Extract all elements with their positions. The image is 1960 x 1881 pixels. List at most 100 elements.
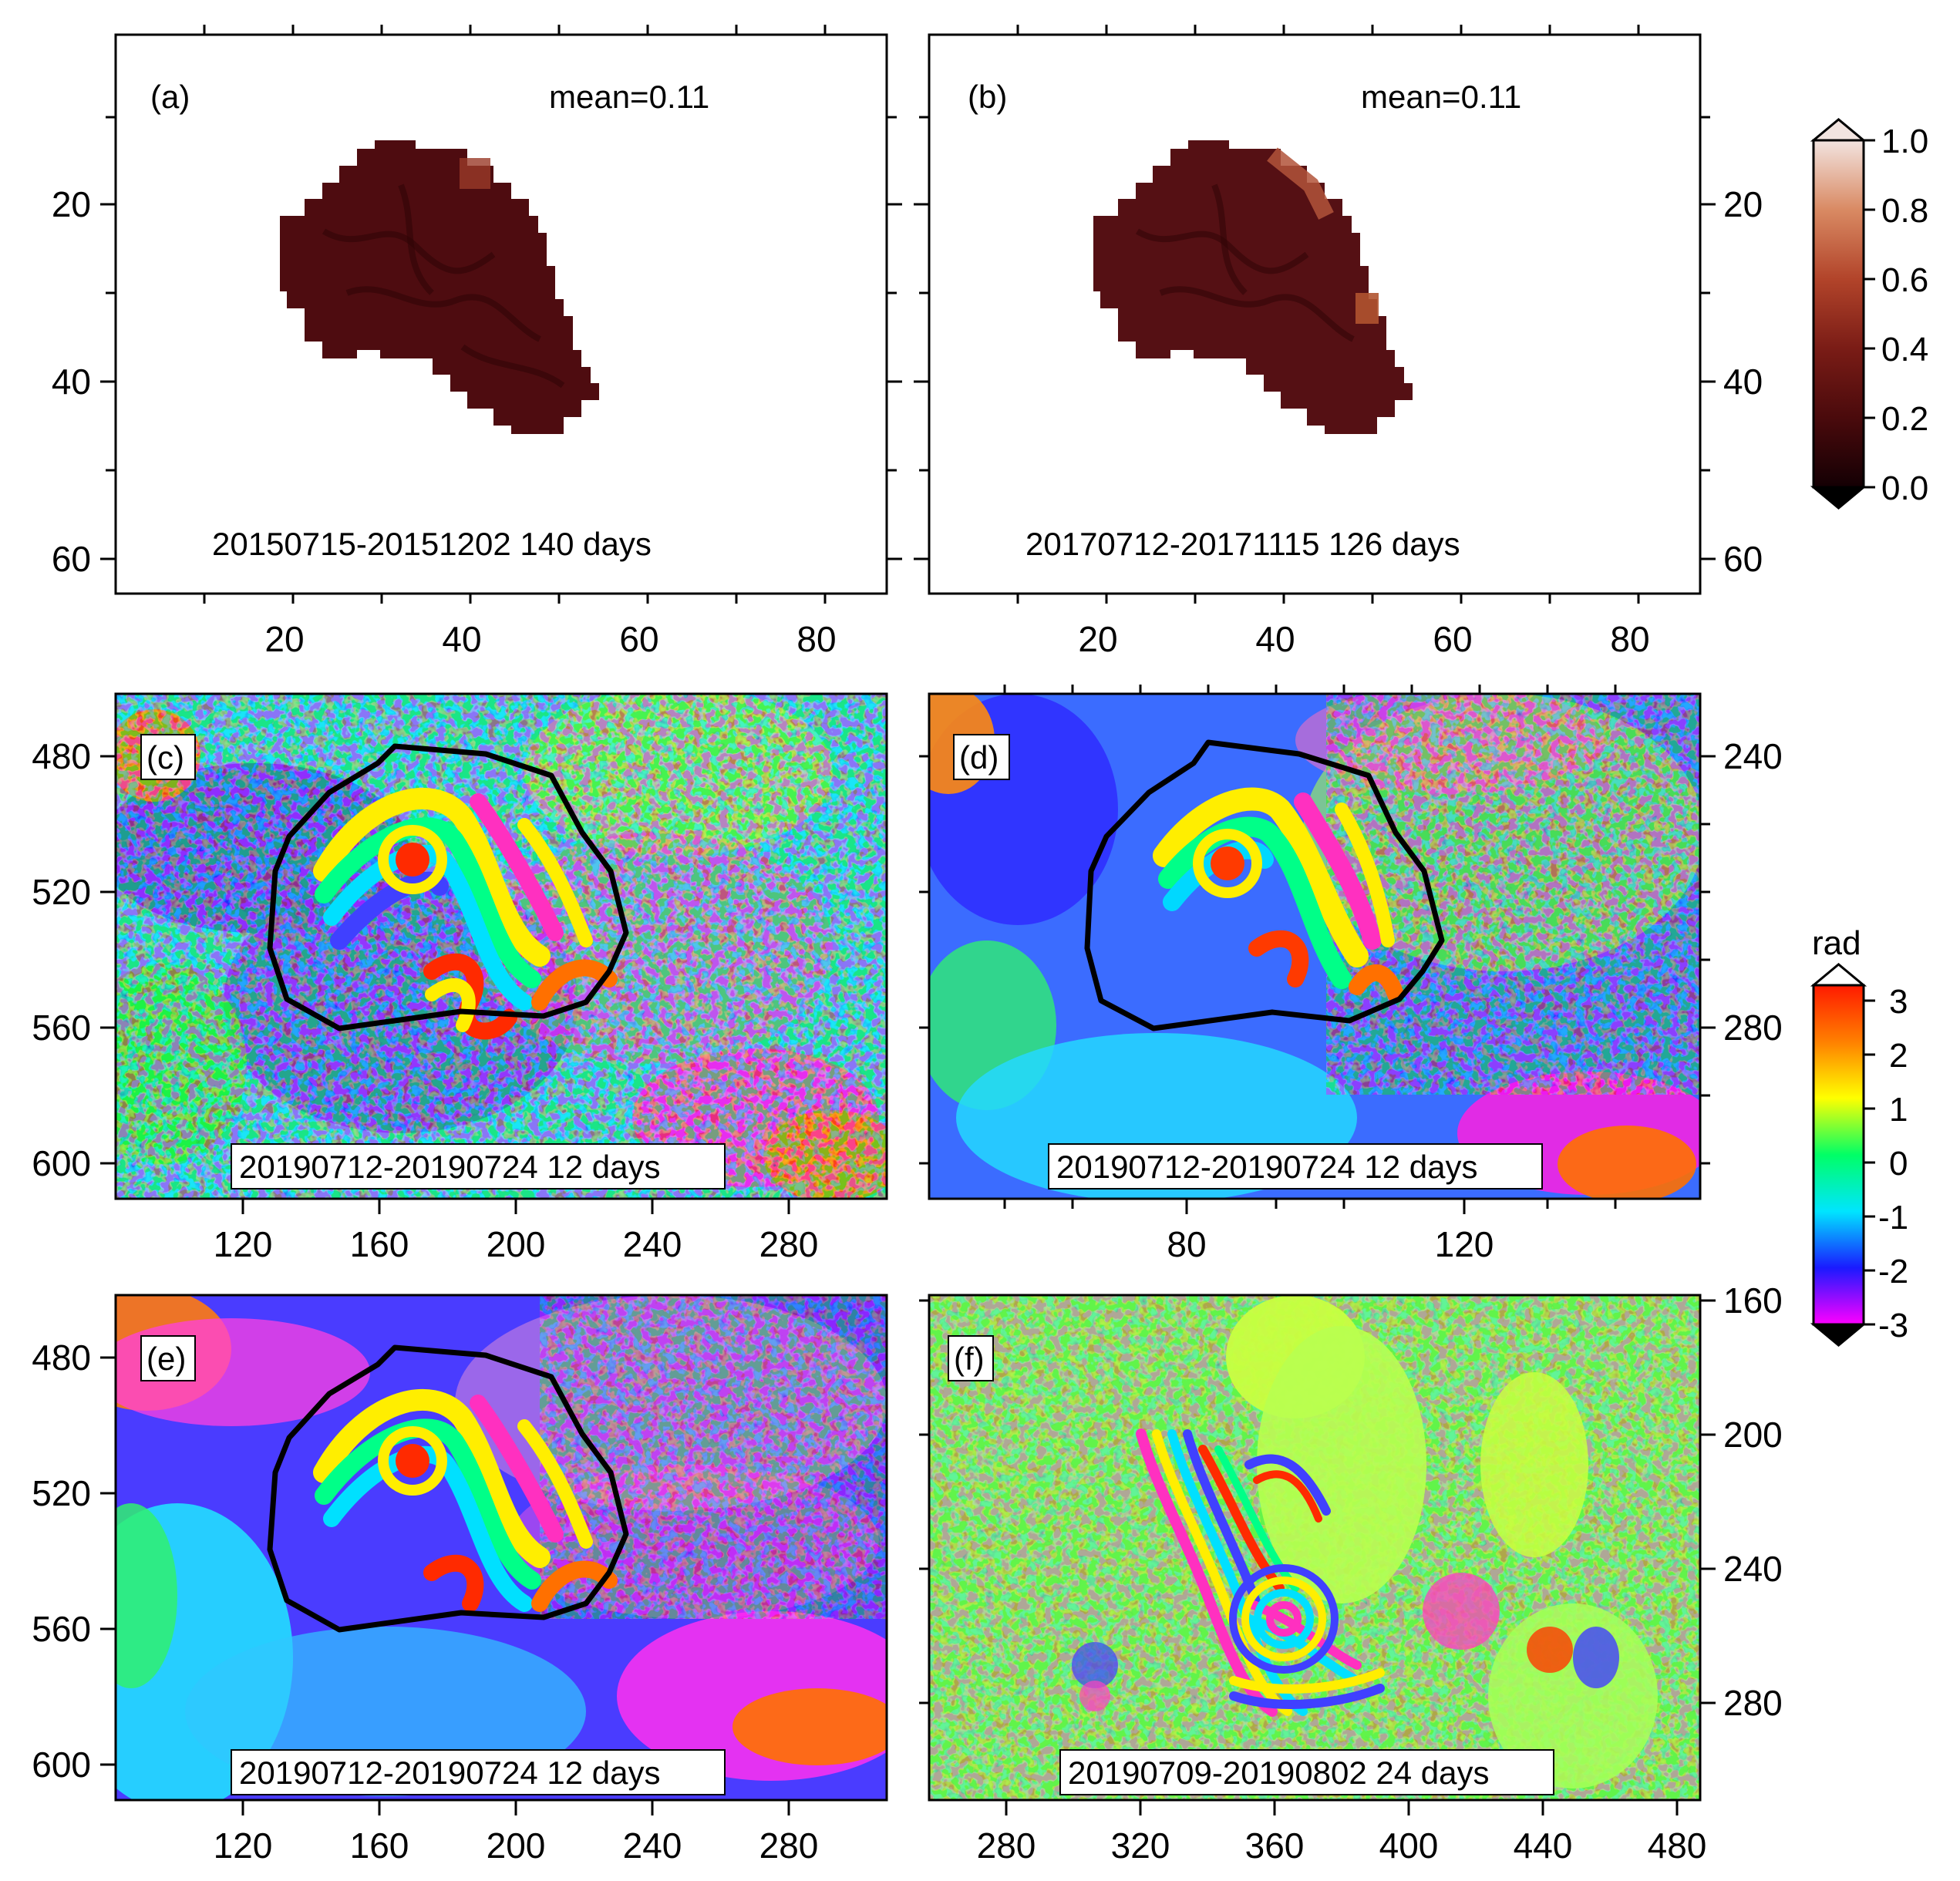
panel-b-bright-ridge xyxy=(1267,147,1334,220)
coherence-colorbar-tick: 0.0 xyxy=(1881,469,1928,507)
panel-e-xtick-label: 240 xyxy=(623,1825,682,1866)
phase-colorbar: rad 3 2 1 0 -1 -2 -3 xyxy=(1810,924,1908,1347)
panel-c-xtick-label: 200 xyxy=(487,1224,546,1264)
panel-c-ytick-label: 520 xyxy=(32,872,91,912)
panel-a-xtick-label: 80 xyxy=(796,619,836,659)
panel-d-fringe-center xyxy=(1211,846,1244,880)
panel-e-frame xyxy=(114,1294,888,1802)
panel-f-label: (f) xyxy=(954,1341,985,1377)
panel-f-ytick-label: 280 xyxy=(1723,1683,1783,1723)
panel-e-ytick-label: 480 xyxy=(32,1338,91,1378)
phase-colorbar-tick: 0 xyxy=(1889,1145,1908,1183)
panel-b-caption: 20170712-20171115 126 days xyxy=(1025,526,1460,562)
panel-a-ytick-label: 20 xyxy=(52,184,91,224)
panel-d-outline xyxy=(1084,739,1445,1031)
panel-e-label: (e) xyxy=(146,1341,186,1377)
phase-colorbar-tick: 2 xyxy=(1889,1037,1908,1075)
panel-c-fringe-center-ring xyxy=(378,825,447,894)
panel-e-fringes xyxy=(313,1389,618,1612)
panel-c-label-box xyxy=(140,734,196,780)
panel-a-caption: 20150715-20151202 140 days xyxy=(212,526,652,562)
panel-f: (f) 20190709-20190802 24 days 280 320 36… xyxy=(919,1280,1783,1866)
phase-colorbar-max-triangle xyxy=(1810,963,1867,987)
panel-c-ytick-label: 560 xyxy=(32,1008,91,1048)
panel-e-xtick-label: 120 xyxy=(214,1825,273,1866)
panel-d-ytick-label: 280 xyxy=(1723,1008,1783,1048)
panel-f-xtick-label: 440 xyxy=(1514,1825,1573,1866)
coherence-colorbar-tick: 0.6 xyxy=(1881,261,1928,299)
phase-colorbar-tick: 1 xyxy=(1889,1091,1908,1129)
panel-b-label: (b) xyxy=(968,79,1007,115)
panel-a-ytick-label: 40 xyxy=(52,362,91,402)
coherence-colorbar-min-triangle xyxy=(1810,486,1867,510)
panel-c-caption-box xyxy=(231,1143,726,1190)
panel-f-label-box xyxy=(948,1335,994,1381)
coherence-colorbar-gradient xyxy=(1812,139,1865,489)
coherence-colorbar-tick: 0.8 xyxy=(1881,192,1928,230)
panel-b-xtick-label: 20 xyxy=(1078,619,1117,659)
panel-e-ytick-label: 600 xyxy=(32,1745,91,1785)
coherence-colorbar: 0.0 0.2 0.4 0.6 0.8 1.0 xyxy=(1810,118,1928,510)
panel-c-label: (c) xyxy=(146,739,184,776)
panel-b-ticks xyxy=(914,25,1716,604)
panel-f-ytick-label: 240 xyxy=(1723,1549,1783,1589)
panel-a-mean: mean=0.11 xyxy=(549,79,709,115)
panel-e-fringe-center xyxy=(396,1444,429,1478)
panel-f-xtick-label: 360 xyxy=(1245,1825,1305,1866)
panel-d-caption: 20190712-20190724 12 days xyxy=(1056,1149,1478,1185)
panel-e-xtick-label: 160 xyxy=(350,1825,409,1866)
phase-colorbar-gradient xyxy=(1812,984,1865,1326)
phase-colorbar-tick: -3 xyxy=(1878,1307,1908,1344)
panel-b-mean: mean=0.11 xyxy=(1361,79,1521,115)
panel-a-label: (a) xyxy=(150,79,190,115)
panel-b-ytick-label: 40 xyxy=(1723,362,1763,402)
panel-b-xtick-label: 60 xyxy=(1433,619,1472,659)
panel-a-texture xyxy=(322,183,565,389)
panel-c-caption: 20190712-20190724 12 days xyxy=(239,1149,661,1185)
panel-d-xtick-label: 80 xyxy=(1167,1224,1206,1264)
panel-f-xtick-label: 400 xyxy=(1379,1825,1439,1866)
panel-d-fringe-center-ring xyxy=(1193,829,1262,898)
phase-colorbar-min-triangle xyxy=(1810,1323,1867,1347)
panel-f-phase-blobs xyxy=(1072,1295,1658,1788)
panel-a: (a) mean=0.11 20150715-20151202 140 days… xyxy=(52,25,902,659)
panel-a-ticks xyxy=(100,25,902,604)
panel-d-frame xyxy=(928,692,1702,1200)
panel-c-frame xyxy=(114,692,888,1200)
panel-d-ticks xyxy=(919,685,1716,1214)
coherence-colorbar-tick: 0.4 xyxy=(1881,331,1928,368)
panel-d-label: (d) xyxy=(959,739,999,776)
panel-b-xtick-label: 40 xyxy=(1255,619,1295,659)
panel-f-xtick-label: 280 xyxy=(977,1825,1036,1866)
panel-c-xtick-label: 240 xyxy=(623,1224,682,1264)
phase-colorbar-title: rad xyxy=(1812,924,1861,962)
panel-a-xtick-label: 60 xyxy=(619,619,658,659)
phase-colorbar-tick: -1 xyxy=(1878,1199,1908,1237)
coherence-colorbar-tick: 1.0 xyxy=(1881,123,1928,160)
panel-e-caption: 20190712-20190724 12 days xyxy=(239,1755,661,1791)
panel-e-fringe-center-ring xyxy=(378,1426,447,1496)
panel-d-speckle xyxy=(1326,694,1700,1095)
phase-colorbar-tick: -2 xyxy=(1878,1253,1908,1290)
panel-e-xtick-label: 280 xyxy=(759,1825,819,1866)
panel-e: (e) 20190712-20190724 12 days 120 160 20… xyxy=(32,1294,888,1866)
panel-e-outline xyxy=(267,1344,629,1633)
panel-f-ticks xyxy=(919,1299,1716,1815)
panel-e-xtick-label: 200 xyxy=(487,1825,546,1866)
panel-a-ytick-label: 60 xyxy=(52,539,91,579)
panel-a-xtick-label: 40 xyxy=(442,619,481,659)
panel-b-coherence-mask xyxy=(1093,140,1413,434)
panel-c: (c) 20190712-20190724 12 days 120 160 20… xyxy=(32,692,888,1264)
panel-c-fringe-center xyxy=(396,843,429,877)
panel-c-ytick-label: 480 xyxy=(32,736,91,776)
panel-e-ytick-label: 560 xyxy=(32,1609,91,1649)
panel-c-xtick-label: 280 xyxy=(759,1224,819,1264)
panel-d-caption-box xyxy=(1048,1143,1543,1190)
panel-d-ytick-label: 240 xyxy=(1723,736,1783,776)
panel-b-bright-pixel xyxy=(1355,293,1379,324)
panel-e-ticks xyxy=(100,1356,790,1815)
panel-f-xtick-label: 480 xyxy=(1648,1825,1707,1866)
panel-c-xtick-label: 120 xyxy=(214,1224,273,1264)
coherence-colorbar-max-triangle xyxy=(1810,118,1867,142)
